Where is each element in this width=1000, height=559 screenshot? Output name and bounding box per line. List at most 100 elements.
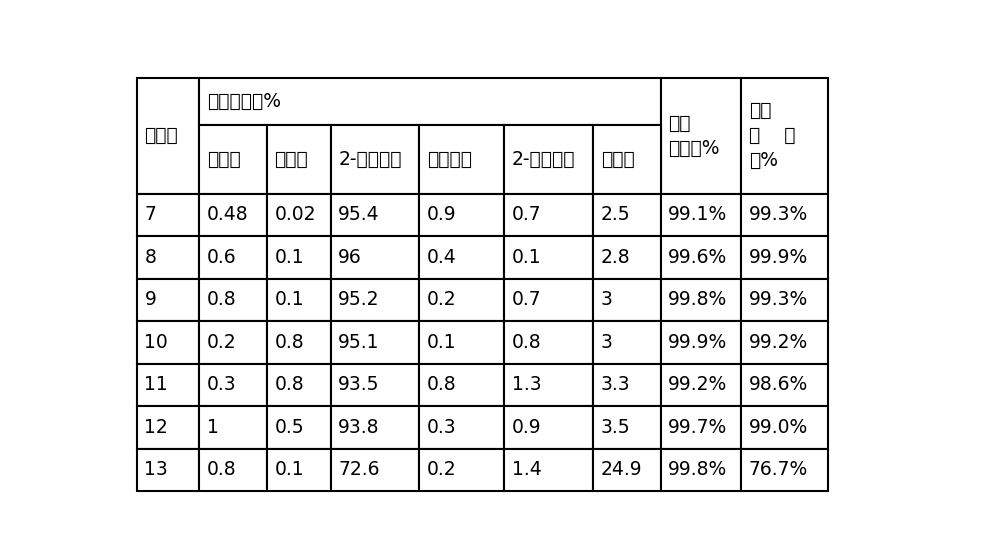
Bar [593,278,661,321]
Bar [199,278,267,321]
Text: 正丁醇: 正丁醇 [274,150,308,169]
Bar [331,236,419,278]
Bar [419,193,504,236]
Bar [661,236,741,278]
Bar [331,321,419,363]
Text: 99.6%: 99.6% [668,248,728,267]
Bar [199,406,267,448]
Text: 13: 13 [144,460,168,479]
Bar [419,236,504,278]
Bar [419,125,504,193]
Bar [199,448,267,491]
Bar [741,406,828,448]
Text: 98.6%: 98.6% [749,375,808,394]
Text: 11: 11 [144,375,168,394]
Bar [199,78,661,125]
Text: 96: 96 [338,248,362,267]
Bar [137,406,199,448]
Text: 异辛烯醛: 异辛烯醛 [427,150,472,169]
Text: 99.8%: 99.8% [668,460,728,479]
Text: 0.7: 0.7 [512,205,542,224]
Text: 0.8: 0.8 [512,333,542,352]
Bar [419,448,504,491]
Bar [267,193,331,236]
Bar [741,78,828,193]
Text: 0.5: 0.5 [274,418,304,437]
Bar [137,448,199,491]
Text: 0.1: 0.1 [512,248,542,267]
Text: 7: 7 [144,205,156,224]
Bar [593,448,661,491]
Bar [199,363,267,406]
Text: 8: 8 [144,248,156,267]
Text: 95.2: 95.2 [338,290,380,309]
Bar [331,363,419,406]
Text: 原料
转化率%: 原料 转化率% [668,113,720,158]
Text: 实施例: 实施例 [144,126,178,145]
Text: 2-乙基己醛: 2-乙基己醛 [338,150,402,169]
Text: 99.0%: 99.0% [749,418,808,437]
Text: 12: 12 [144,418,168,437]
Text: 0.1: 0.1 [274,460,304,479]
Text: 99.2%: 99.2% [668,375,728,394]
Bar [661,193,741,236]
Text: 1.3: 1.3 [512,375,542,394]
Text: 3: 3 [601,290,613,309]
Text: 产物
选    择
性%: 产物 选 择 性% [749,101,795,170]
Bar [593,193,661,236]
Text: 0.4: 0.4 [427,248,457,267]
Bar [199,321,267,363]
Bar [741,193,828,236]
Bar [504,321,593,363]
Text: 0.9: 0.9 [427,205,457,224]
Text: 0.48: 0.48 [207,205,248,224]
Text: 反应液组成%: 反应液组成% [207,92,281,111]
Bar [137,363,199,406]
Text: 2-乙基己醇: 2-乙基己醇 [512,150,575,169]
Text: 99.3%: 99.3% [749,290,808,309]
Bar [504,406,593,448]
Bar [593,321,661,363]
Bar [331,448,419,491]
Bar [661,278,741,321]
Text: 99.8%: 99.8% [668,290,728,309]
Bar [199,193,267,236]
Bar [419,321,504,363]
Text: 76.7%: 76.7% [749,460,808,479]
Text: 99.9%: 99.9% [668,333,728,352]
Text: 2.5: 2.5 [601,205,630,224]
Text: 3: 3 [601,333,613,352]
Text: 9: 9 [144,290,156,309]
Text: 2.8: 2.8 [601,248,630,267]
Text: 99.2%: 99.2% [749,333,808,352]
Bar [137,193,199,236]
Bar [593,363,661,406]
Bar [199,125,267,193]
Bar [593,406,661,448]
Bar [504,125,593,193]
Bar [267,448,331,491]
Bar [741,363,828,406]
Text: 0.8: 0.8 [427,375,457,394]
Bar [661,321,741,363]
Bar [137,236,199,278]
Text: 1: 1 [207,418,219,437]
Bar [504,448,593,491]
Text: 3.5: 3.5 [601,418,630,437]
Bar [504,236,593,278]
Text: 0.8: 0.8 [274,333,304,352]
Text: 1.4: 1.4 [512,460,542,479]
Text: 99.3%: 99.3% [749,205,808,224]
Bar [504,278,593,321]
Bar [593,125,661,193]
Bar [661,78,741,193]
Bar [419,363,504,406]
Bar [419,278,504,321]
Text: 0.9: 0.9 [512,418,542,437]
Text: 0.8: 0.8 [207,460,236,479]
Bar [504,363,593,406]
Text: 正丁醛: 正丁醛 [207,150,241,169]
Text: 0.2: 0.2 [427,290,457,309]
Bar [741,236,828,278]
Bar [331,193,419,236]
